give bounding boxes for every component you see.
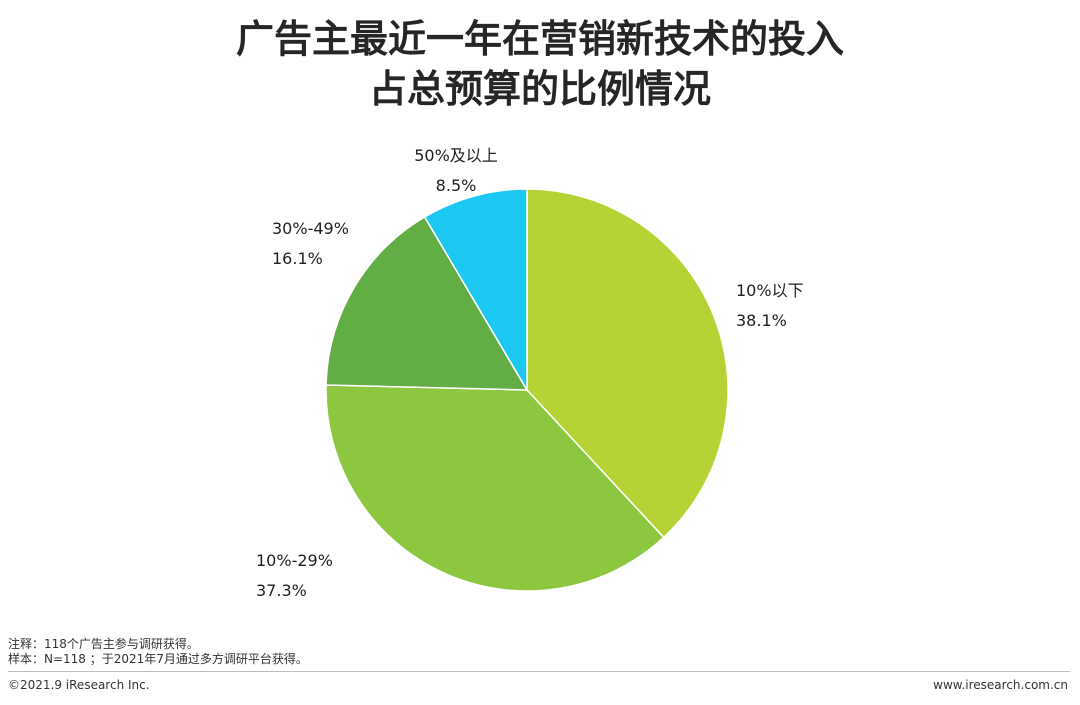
slice-value-label: 37.3% — [256, 581, 307, 600]
pie-slice-3 — [423, 188, 528, 393]
slice-label-0: 10%以下 38.1% — [736, 276, 804, 336]
slice-value-label: 8.5% — [435, 176, 477, 195]
pie-slice-1 — [325, 384, 665, 592]
slice-label-2: 30%-49% 16.1% — [272, 214, 349, 274]
slice-label-3: 50%及以上 8.5% — [411, 141, 501, 201]
pie-slice-2 — [325, 215, 529, 391]
slice-category-label: 50%及以上 — [414, 146, 498, 165]
chart-title-line1: 广告主最近一年在营销新技术的投入 — [235, 17, 844, 61]
website-link[interactable]: www.iresearch.com.cn — [933, 678, 1068, 692]
copyright-text: ©2021.9 iResearch Inc. — [8, 678, 150, 692]
slice-value-label: 16.1% — [272, 249, 323, 268]
chart-title-line2: 占总预算的比例情况 — [368, 67, 711, 111]
sample-text: 样本：N=118 ；于2021年7月通过多方调研平台获得。 — [8, 652, 308, 666]
slice-category-label: 10%-29% — [256, 551, 333, 570]
slice-label-1: 10%-29% 37.3% — [256, 546, 333, 606]
pie-slice-0 — [526, 188, 729, 539]
slice-value-label: 38.1% — [736, 311, 787, 330]
note-text: 注释：118个广告主参与调研获得。 — [8, 637, 199, 651]
slice-category-label: 30%-49% — [272, 219, 349, 238]
footer-divider — [8, 671, 1070, 672]
slice-category-label: 10%以下 — [736, 281, 804, 300]
